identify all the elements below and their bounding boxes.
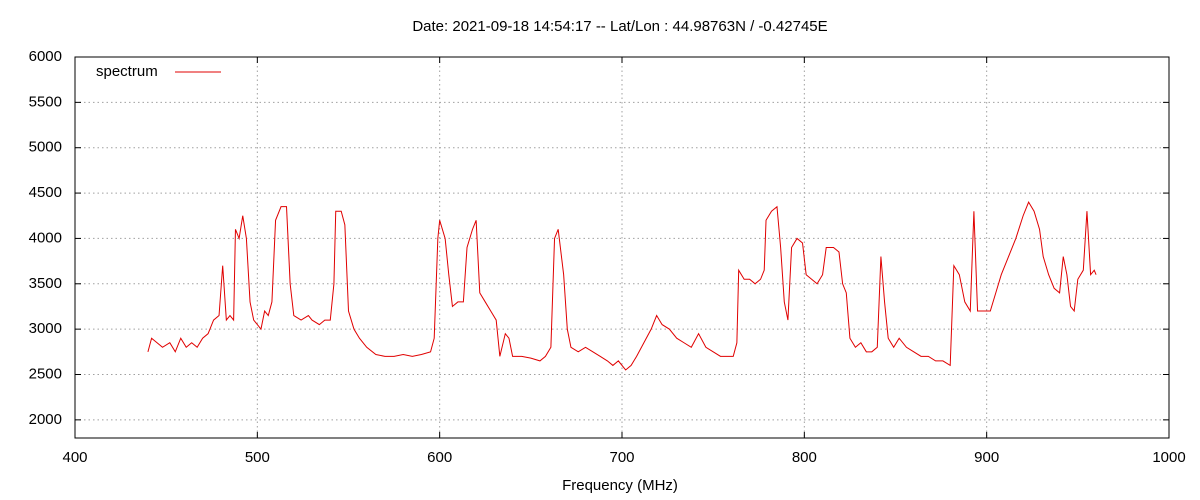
plot-border (74, 56, 1170, 439)
y-tick-label: 3500 (29, 275, 62, 292)
y-tick-label: 5500 (29, 93, 62, 110)
legend-label: spectrum (96, 63, 158, 80)
y-tick-label: 4500 (29, 184, 62, 201)
y-tick-label: 2000 (29, 411, 62, 428)
x-axis-label: Frequency (MHz) (562, 477, 678, 494)
y-tick-label: 2500 (29, 365, 62, 382)
x-tick-label: 600 (427, 449, 452, 466)
x-tick-label: 800 (792, 449, 817, 466)
y-tick-label: 5000 (29, 139, 62, 156)
series-line (147, 201, 1097, 371)
x-tick-label: 1000 (1152, 449, 1185, 466)
y-tick-label: 3000 (29, 320, 62, 337)
y-tick-label: 4000 (29, 229, 62, 246)
x-tick-label: 500 (245, 449, 270, 466)
x-tick-label: 700 (609, 449, 634, 466)
chart-title: Date: 2021-09-18 14:54:17 -- Lat/Lon : 4… (412, 18, 827, 35)
x-tick-label: 400 (62, 449, 87, 466)
x-tick-label: 900 (974, 449, 999, 466)
y-tick-label: 6000 (29, 48, 62, 65)
